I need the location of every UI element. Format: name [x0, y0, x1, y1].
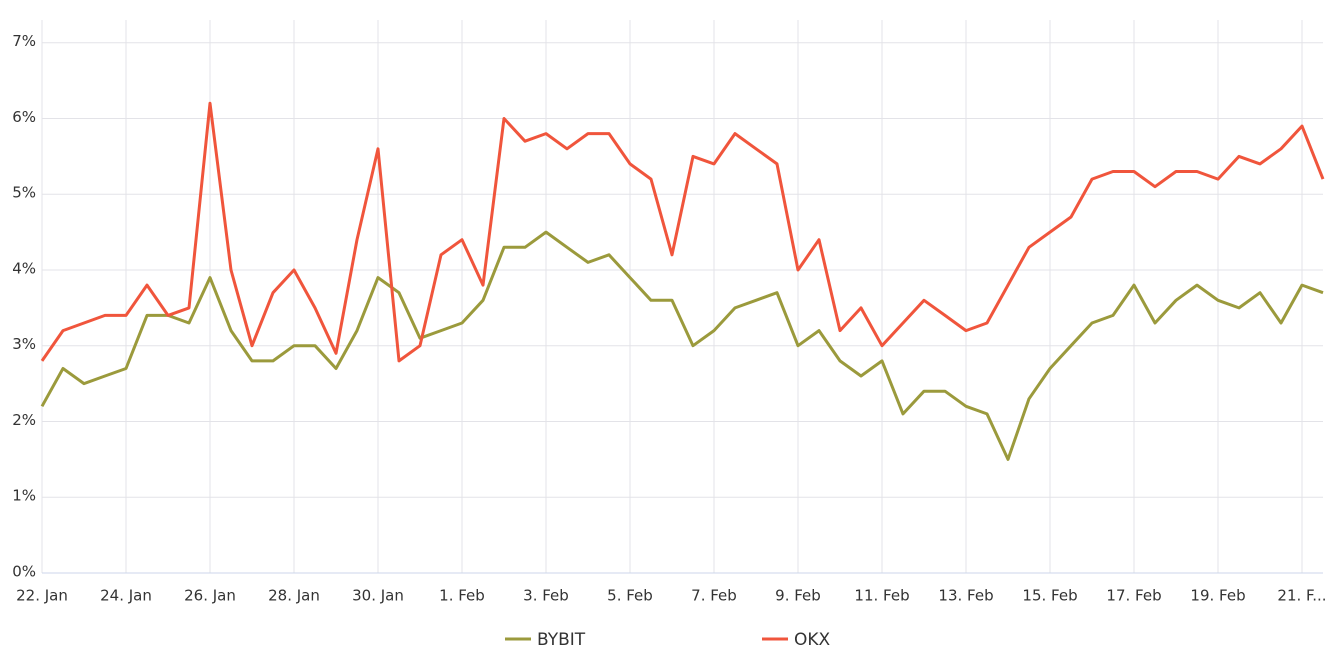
y-tick-label: 7%	[12, 32, 36, 50]
legend-label: BYBIT	[537, 630, 586, 650]
legend-item[interactable]: BYBIT	[505, 630, 586, 650]
x-tick-label: 7. Feb	[691, 587, 737, 605]
x-tick-label: 13. Feb	[938, 587, 993, 605]
x-tick-label: 3. Feb	[523, 587, 569, 605]
x-tick-label: 24. Jan	[100, 587, 152, 605]
x-tick-label: 22. Jan	[16, 587, 68, 605]
x-tick-label: 26. Jan	[184, 587, 236, 605]
x-tick-label: 21. F...	[1277, 587, 1326, 605]
series-line	[40, 101, 1325, 363]
y-tick-label: 3%	[12, 335, 36, 353]
x-tick-label: 17. Feb	[1106, 587, 1161, 605]
y-tick-label: 5%	[12, 184, 36, 202]
x-tick-label: 11. Feb	[854, 587, 909, 605]
legend-label: OKX	[794, 630, 831, 650]
y-tick-label: 4%	[12, 259, 36, 277]
y-tick-label: 6%	[12, 108, 36, 126]
y-tick-label: 1%	[12, 487, 36, 505]
y-tick-label: 0%	[12, 563, 36, 581]
x-tick-label: 28. Jan	[268, 587, 320, 605]
y-tick-label: 2%	[12, 411, 36, 429]
x-tick-label: 19. Feb	[1190, 587, 1245, 605]
x-tick-label: 5. Feb	[607, 587, 653, 605]
legend-item[interactable]: OKX	[762, 630, 831, 650]
x-tick-label: 1. Feb	[439, 587, 485, 605]
series-line	[40, 230, 1324, 461]
x-tick-label: 9. Feb	[775, 587, 821, 605]
x-tick-label: 15. Feb	[1022, 587, 1077, 605]
x-tick-label: 30. Jan	[352, 587, 404, 605]
